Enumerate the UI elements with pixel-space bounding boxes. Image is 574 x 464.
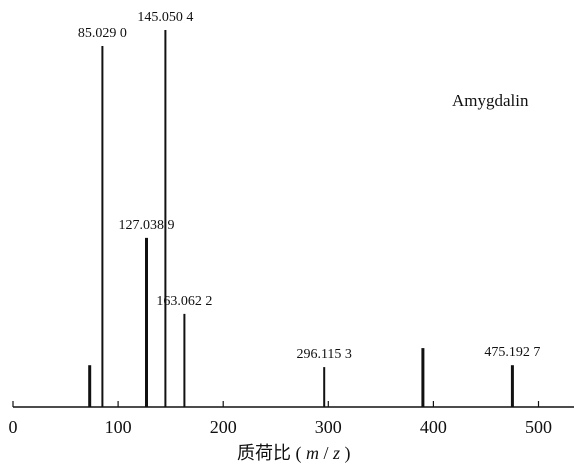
peak-label: 127.038 9 [119, 218, 175, 233]
x-axis-tick-label: 400 [420, 417, 447, 437]
x-axis-tick-label: 0 [9, 417, 18, 437]
peak-label: 475.192 7 [484, 345, 540, 360]
x-axis-title-main: 质荷比 ( [237, 443, 302, 464]
x-axis-tick-label: 500 [525, 417, 552, 437]
x-axis-title-slash: / [324, 443, 329, 463]
peak-label: 163.062 2 [156, 294, 212, 309]
x-axis-title: 质荷比 ( m / z ) [237, 443, 351, 464]
x-axis-tick-label: 100 [105, 417, 132, 437]
x-axis-title-z: z [332, 443, 340, 463]
compound-label: Amygdalin [452, 91, 529, 110]
x-axis-title-close: ) [345, 443, 351, 464]
peak-label: 85.029 0 [78, 26, 127, 41]
peak-bars [88, 30, 514, 407]
peak-label: 145.050 4 [137, 10, 193, 25]
peak-label: 296.115 3 [296, 347, 351, 362]
x-axis-ticks: 0 100 200 300 400 500 [9, 401, 552, 437]
x-axis-title-m: m [306, 443, 319, 463]
x-axis-tick-label: 300 [315, 417, 342, 437]
x-axis-tick-label: 200 [210, 417, 237, 437]
peak-labels: 85.029 0 127.038 9 145.050 4 163.062 2 296.1… [78, 10, 541, 362]
